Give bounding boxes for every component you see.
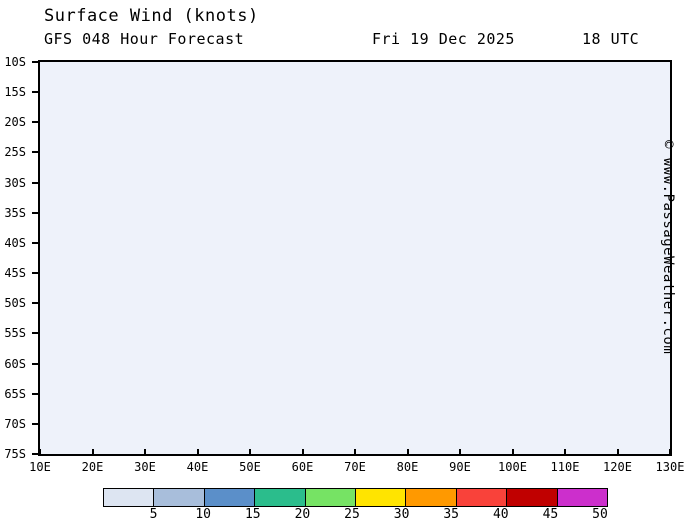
colorbar-band bbox=[456, 489, 508, 506]
x-axis-label: 30E bbox=[134, 460, 156, 474]
colorbar-band bbox=[104, 489, 155, 506]
colorbar-band bbox=[305, 489, 356, 506]
y-axis-label: 60S bbox=[4, 356, 26, 371]
colorbar-tick-label: 5 bbox=[149, 507, 158, 522]
x-axis-label: 110E bbox=[550, 460, 580, 474]
y-axis-label: 15S bbox=[4, 85, 26, 100]
colorbar-tick-label: 30 bbox=[393, 507, 410, 522]
x-axis-label: 130E bbox=[655, 460, 685, 474]
x-axis-label: 20E bbox=[81, 460, 104, 474]
colorbar-band bbox=[557, 489, 607, 506]
wind-field-canvas bbox=[40, 62, 670, 454]
map-canvas-container bbox=[40, 62, 670, 454]
y-axis-label: 50S bbox=[4, 296, 26, 311]
x-axis-label: 40E bbox=[186, 460, 209, 474]
y-axis-label: 25S bbox=[4, 145, 26, 160]
y-axis-label: 55S bbox=[4, 326, 26, 341]
x-axis-label: 120E bbox=[603, 460, 632, 474]
x-axis-label: 60E bbox=[291, 460, 314, 474]
colorbar-tick-label: 20 bbox=[294, 507, 311, 522]
y-axis-label: 20S bbox=[4, 115, 26, 130]
x-axis-label: 50E bbox=[239, 460, 261, 474]
x-axis-label: 80E bbox=[396, 460, 419, 474]
colorbar-band bbox=[406, 489, 457, 506]
colorbar-band bbox=[255, 489, 306, 506]
colorbar-band bbox=[154, 489, 205, 506]
x-axis-label: 70E bbox=[344, 460, 366, 474]
y-axis-label: 75S bbox=[4, 447, 26, 461]
y-axis-label: 45S bbox=[4, 266, 26, 281]
colorbar-tick-label: 50 bbox=[592, 507, 608, 522]
forecast-date: Fri 19 Dec 2025 bbox=[372, 30, 515, 48]
colorbar: 5 10 15 20 25 30 35 40 45 50 bbox=[0, 480, 700, 525]
colorbar-band bbox=[204, 489, 256, 506]
colorbar-bands bbox=[103, 488, 608, 507]
colorbar-tick-label: 25 bbox=[344, 507, 360, 522]
colorbar-tick-label: 40 bbox=[492, 507, 509, 522]
colorbar-tick-label: 45 bbox=[542, 507, 559, 522]
copyright-watermark: © www.PassageWeather.com bbox=[660, 140, 676, 355]
forecast-time-utc: 18 UTC bbox=[582, 30, 640, 48]
y-axis-label: 10S bbox=[4, 55, 26, 69]
model-line: GFS 048 Hour Forecast Fri 19 Dec 2025 18… bbox=[44, 30, 639, 48]
colorbar-tick-labels: 5 10 15 20 25 30 35 40 45 50 bbox=[0, 507, 700, 525]
y-axis-label: 30S bbox=[4, 175, 26, 190]
page-title: Surface Wind (knots) bbox=[44, 6, 259, 26]
colorbar-tick-label: 15 bbox=[244, 507, 261, 522]
x-axis-label: 100E bbox=[498, 460, 527, 474]
x-axis-label: 90E bbox=[449, 460, 471, 474]
colorbar-tick-label: 35 bbox=[443, 507, 460, 522]
chart-header: Surface Wind (knots) GFS 048 Hour Foreca… bbox=[44, 6, 639, 48]
colorbar-band bbox=[507, 489, 558, 506]
y-axis-label: 40S bbox=[4, 235, 26, 250]
colorbar-band bbox=[355, 489, 407, 506]
model-run-label: GFS 048 Hour Forecast bbox=[44, 30, 245, 48]
x-axis-label: 10E bbox=[29, 460, 51, 474]
y-axis-label: 35S bbox=[4, 205, 26, 220]
colorbar-tick-label: 10 bbox=[195, 507, 212, 522]
wind-map-plot bbox=[38, 60, 672, 456]
y-axis-label: 65S bbox=[4, 386, 26, 401]
y-axis-label: 70S bbox=[4, 416, 26, 431]
